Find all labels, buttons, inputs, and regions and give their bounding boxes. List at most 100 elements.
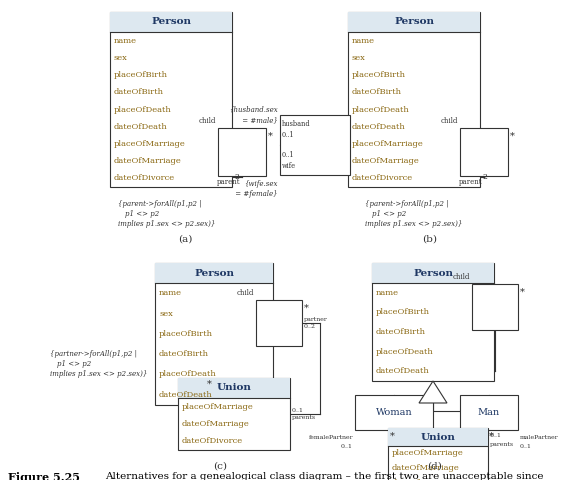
Text: dateOfDivorce: dateOfDivorce: [182, 437, 243, 445]
Text: wife: wife: [282, 162, 296, 170]
Text: {parent->forAll(p1,p2 |: {parent->forAll(p1,p2 |: [365, 200, 449, 208]
Bar: [348, 12, 480, 32]
Text: placeOfMarriage: placeOfMarriage: [114, 140, 186, 148]
Text: child: child: [441, 117, 458, 125]
Text: dateOfMarriage: dateOfMarriage: [182, 420, 250, 428]
Text: Man: Man: [478, 408, 500, 417]
Text: (b): (b): [422, 235, 438, 244]
Text: = #male}: = #male}: [240, 116, 278, 124]
Text: dateOfDeath: dateOfDeath: [159, 391, 213, 399]
Text: partner: partner: [304, 317, 328, 322]
Text: Person: Person: [194, 268, 234, 277]
Text: dateOfBirth: dateOfBirth: [114, 88, 164, 96]
Text: Figure 5.25: Figure 5.25: [8, 472, 80, 480]
Text: implies p1.sex <> p2.sex)}: implies p1.sex <> p2.sex)}: [50, 370, 147, 378]
Text: Union: Union: [421, 432, 456, 442]
Text: malePartner: malePartner: [520, 435, 559, 440]
Text: {husband.sex: {husband.sex: [229, 105, 278, 113]
Text: 0..1: 0..1: [282, 151, 295, 159]
Text: placeOfBirth: placeOfBirth: [352, 71, 406, 79]
Text: placeOfBirth: placeOfBirth: [159, 330, 213, 338]
Text: *: *: [304, 303, 309, 312]
Text: dateOfDeath: dateOfDeath: [376, 367, 430, 375]
Text: *: *: [390, 432, 394, 441]
Text: placeOfBirth: placeOfBirth: [114, 71, 168, 79]
Text: dateOfMarriage: dateOfMarriage: [392, 464, 460, 472]
Text: (a): (a): [178, 235, 192, 244]
Text: husband: husband: [282, 120, 311, 128]
Text: dateOfDivorce: dateOfDivorce: [114, 174, 175, 182]
Text: dateOfDeath: dateOfDeath: [352, 123, 406, 131]
Text: implies p1.sex <> p2.sex)}: implies p1.sex <> p2.sex)}: [365, 220, 462, 228]
Text: (c): (c): [213, 462, 227, 471]
Text: femalePartner: femalePartner: [308, 435, 353, 440]
Text: *: *: [510, 132, 515, 141]
Text: placeOfBirth: placeOfBirth: [376, 308, 430, 316]
Text: parents: parents: [292, 415, 316, 420]
Text: Person: Person: [413, 268, 453, 277]
Bar: [355, 395, 433, 430]
Text: dateOfBirth: dateOfBirth: [376, 328, 426, 336]
Text: 2: 2: [234, 173, 239, 181]
Text: child: child: [199, 117, 216, 125]
Bar: [110, 12, 232, 187]
Text: 0..1: 0..1: [520, 444, 532, 449]
Text: sex: sex: [352, 54, 366, 62]
Text: (d): (d): [428, 462, 442, 471]
Text: p1 <> p2: p1 <> p2: [372, 210, 406, 218]
Text: 0..1: 0..1: [292, 408, 304, 413]
Text: sex: sex: [114, 54, 128, 62]
Text: *: *: [207, 380, 212, 389]
Bar: [256, 300, 302, 346]
Text: parent: parent: [459, 178, 482, 186]
Text: placeOfDeath: placeOfDeath: [376, 348, 433, 356]
Text: parent: parent: [216, 178, 240, 186]
Bar: [110, 12, 232, 32]
Text: 0..1: 0..1: [341, 444, 353, 449]
Bar: [280, 115, 350, 175]
Text: Woman: Woman: [376, 408, 412, 417]
Text: 2: 2: [482, 173, 487, 181]
Text: = #female}: = #female}: [233, 190, 278, 198]
Text: dateOfDivorce: dateOfDivorce: [392, 479, 453, 480]
Bar: [178, 378, 290, 398]
Bar: [388, 428, 488, 446]
Text: dateOfDeath: dateOfDeath: [114, 123, 168, 131]
Text: dateOfMarriage: dateOfMarriage: [114, 157, 182, 165]
Text: dateOfBirth: dateOfBirth: [159, 350, 209, 358]
Text: implies p1.sex <> p2.sex)}: implies p1.sex <> p2.sex)}: [118, 220, 215, 228]
Bar: [372, 263, 494, 283]
Text: Person: Person: [394, 17, 434, 26]
Text: *: *: [268, 132, 273, 141]
Text: 0..2: 0..2: [304, 324, 316, 329]
Text: name: name: [376, 289, 399, 297]
Text: p1 <> p2: p1 <> p2: [125, 210, 159, 218]
Text: placeOfDeath: placeOfDeath: [159, 371, 217, 379]
Text: Union: Union: [216, 384, 252, 393]
Bar: [348, 12, 480, 187]
Text: {parent->forAll(p1,p2 |: {parent->forAll(p1,p2 |: [118, 200, 202, 208]
Text: dateOfMarriage: dateOfMarriage: [352, 157, 420, 165]
Bar: [218, 128, 266, 176]
Text: Alternatives for a genealogical class diagram – the first two are unacceptable s: Alternatives for a genealogical class di…: [105, 472, 543, 480]
Text: placeOfDeath: placeOfDeath: [114, 106, 172, 113]
Text: placeOfMarriage: placeOfMarriage: [352, 140, 424, 148]
Bar: [460, 128, 508, 176]
Text: *: *: [520, 288, 525, 297]
Text: placeOfMarriage: placeOfMarriage: [182, 403, 254, 411]
Text: *: *: [488, 432, 493, 441]
Text: 0..1: 0..1: [490, 433, 502, 438]
Text: dateOfDivorce: dateOfDivorce: [352, 174, 413, 182]
Text: sex: sex: [159, 310, 173, 317]
Text: placeOfDeath: placeOfDeath: [352, 106, 410, 113]
Text: 0..1: 0..1: [282, 131, 295, 139]
Bar: [155, 263, 273, 405]
Bar: [472, 284, 518, 330]
Polygon shape: [419, 381, 447, 403]
Text: child: child: [236, 289, 254, 297]
Bar: [178, 378, 290, 450]
Text: p1 <> p2: p1 <> p2: [57, 360, 91, 368]
Text: placeOfMarriage: placeOfMarriage: [392, 449, 464, 457]
Text: name: name: [114, 36, 137, 45]
Text: dateOfBirth: dateOfBirth: [352, 88, 402, 96]
